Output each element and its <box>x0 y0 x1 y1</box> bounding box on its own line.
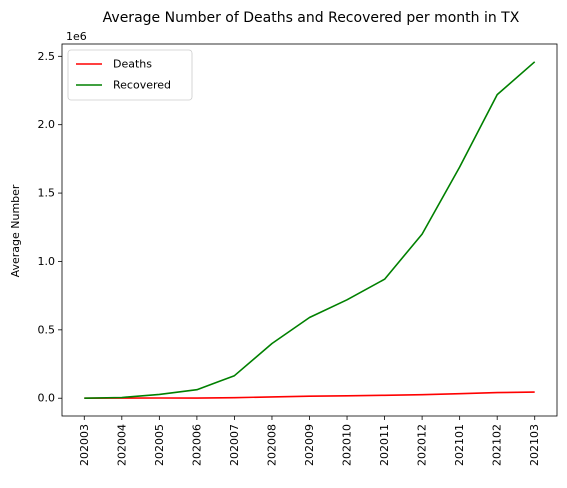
y-tick-label: 2.0 <box>38 118 56 131</box>
legend-label-deaths: Deaths <box>113 58 152 71</box>
x-tick-label: 202011 <box>378 424 391 466</box>
x-tick-label: 202009 <box>303 424 316 466</box>
chart-title: Average Number of Deaths and Recovered p… <box>103 10 520 26</box>
x-tick-label: 202012 <box>416 424 429 466</box>
x-tick-label: 202010 <box>341 424 354 466</box>
y-tick-label: 0.0 <box>38 392 56 405</box>
x-tick-label: 202008 <box>265 424 278 466</box>
y-tick-label: 1.5 <box>38 187 56 200</box>
x-tick-label: 202006 <box>190 424 203 466</box>
x-tick-label: 202004 <box>115 424 128 466</box>
x-tick-label: 202007 <box>228 424 241 466</box>
plot-area: 202003 202004 202005 202006 202007 202008 2020… <box>38 43 558 466</box>
y-axis-label: Average Number <box>9 184 22 277</box>
y-tick-label: 1.0 <box>38 255 56 268</box>
x-tick-label: 202003 <box>78 424 91 466</box>
plot-frame <box>61 43 558 417</box>
series-line-deaths <box>84 391 535 400</box>
x-tick-label: 202102 <box>491 424 504 466</box>
legend-label-recovered: Recovered <box>113 79 171 92</box>
x-tick-label: 202101 <box>453 424 466 466</box>
x-tick-label: 202005 <box>153 424 166 466</box>
x-tick-label: 202103 <box>528 424 541 466</box>
y-axis-offset-label: 1e6 <box>66 30 87 43</box>
y-tick-label: 0.5 <box>38 323 56 336</box>
legend-box <box>67 49 193 101</box>
series-line-recovered <box>84 61 536 399</box>
legend: Deaths Recovered <box>67 49 193 101</box>
y-tick-label: 2.5 <box>38 50 56 63</box>
